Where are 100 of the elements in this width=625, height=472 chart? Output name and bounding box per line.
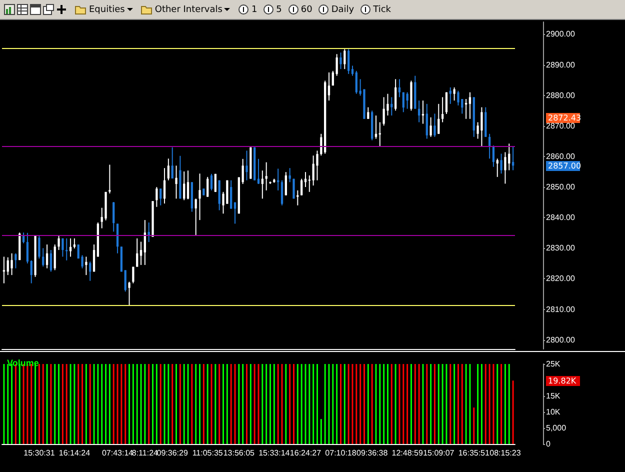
x-tick-label: 09:36:38	[356, 448, 388, 458]
candlestick	[163, 168, 166, 204]
candlestick	[214, 173, 216, 192]
candlestick	[398, 78, 401, 98]
y-tick-label: 10K	[546, 408, 561, 416]
candlestick	[508, 143, 510, 171]
text: Daily	[331, 4, 354, 14]
candlestick	[500, 153, 502, 174]
candlestick	[140, 241, 142, 266]
candlestick	[226, 180, 228, 204]
candlestick	[496, 158, 498, 178]
candlestick	[344, 48, 346, 70]
candlestick	[426, 103, 428, 140]
candlestick	[26, 232, 29, 264]
candlestick	[434, 113, 436, 138]
candlestick	[85, 256, 88, 276]
candlestick	[457, 90, 460, 106]
candlestick	[374, 115, 378, 140]
text: 60	[300, 4, 312, 14]
candlestick	[300, 178, 303, 196]
y-tick-label: 2800.00	[546, 335, 576, 344]
candlestick	[124, 270, 126, 292]
x-tick-label: 08:15:23	[490, 448, 522, 458]
text: Other Intervals	[154, 4, 222, 14]
candlestick	[422, 100, 424, 124]
candlestick	[265, 162, 268, 191]
candlestick	[206, 176, 209, 198]
candlestick	[14, 252, 17, 269]
text: 19.82K	[548, 376, 577, 386]
candlestick	[46, 244, 48, 269]
candlestick	[112, 202, 115, 232]
candlestick	[2, 256, 6, 284]
candlestick	[30, 260, 32, 284]
candlestick	[441, 96, 444, 123]
candlestick	[38, 235, 40, 260]
candlestick	[438, 103, 440, 134]
candlestick	[108, 164, 111, 194]
candlestick	[89, 261, 92, 282]
candlestick	[22, 232, 25, 244]
candlestick	[296, 190, 299, 206]
candlestick	[430, 116, 432, 138]
candlestick	[54, 244, 56, 271]
candlestick	[492, 144, 495, 168]
candlestick	[445, 92, 448, 114]
x-tick-label: 16:24:27	[290, 448, 322, 458]
candlestick	[175, 165, 178, 200]
candlestick	[312, 155, 314, 186]
candlestick	[394, 78, 397, 112]
candlestick	[340, 52, 342, 70]
x-tick-label: 09:36:29	[156, 448, 188, 458]
candlestick	[468, 92, 472, 120]
y-tick-label: 2870.00	[546, 121, 576, 130]
candlestick	[6, 256, 9, 276]
candlestick	[246, 150, 248, 181]
text: 1	[251, 4, 258, 14]
candlestick	[171, 146, 174, 179]
candlestick	[367, 106, 370, 120]
candlestick	[186, 170, 190, 200]
y-tick-label: 2840.00	[546, 213, 576, 222]
candlestick	[406, 92, 408, 110]
candlestick	[160, 188, 162, 206]
candlestick	[390, 96, 393, 116]
candlestick	[92, 244, 96, 272]
candlestick	[480, 106, 483, 148]
y-tick-label: 2890.00	[546, 60, 576, 70]
candlestick	[378, 122, 381, 148]
candlestick	[128, 281, 130, 306]
candlestick	[351, 65, 354, 76]
candlestick	[464, 98, 468, 120]
y-tick-label: 2860.00	[546, 152, 576, 161]
candlestick	[280, 180, 284, 206]
y-tick-label: 2810.00	[546, 304, 576, 314]
candlestick	[218, 180, 220, 211]
candlestick	[10, 252, 13, 276]
candlestick	[402, 92, 404, 113]
text: Tick	[373, 4, 392, 14]
candlestick	[284, 172, 287, 196]
text: Equities	[89, 4, 125, 14]
text: 5	[276, 4, 282, 14]
x-tick-label: 11:05:35	[192, 448, 224, 458]
candlestick	[73, 238, 76, 249]
y-tick-label: 15K	[546, 392, 561, 400]
y-tick-label: 2830.00	[546, 244, 576, 253]
chart-title: Volume	[7, 358, 39, 368]
candlestick	[242, 158, 244, 184]
x-tick-label: 16:14:24	[58, 448, 91, 458]
x-tick-label: 16:35:51	[458, 448, 490, 458]
candlestick	[50, 249, 52, 272]
candlestick	[382, 96, 385, 126]
x-tick-label: 13:56:05	[223, 448, 256, 458]
candlestick	[156, 186, 158, 208]
y-tick-label: 2900.00	[546, 30, 576, 39]
candlestick	[62, 238, 64, 258]
y-tick-label: 5,000	[546, 424, 567, 432]
x-tick-label: 07:10:18	[325, 448, 357, 458]
candlestick	[288, 168, 291, 183]
candlestick	[418, 100, 420, 123]
candlestick	[328, 72, 330, 102]
candlestick	[230, 180, 232, 210]
candlestick	[347, 48, 350, 74]
